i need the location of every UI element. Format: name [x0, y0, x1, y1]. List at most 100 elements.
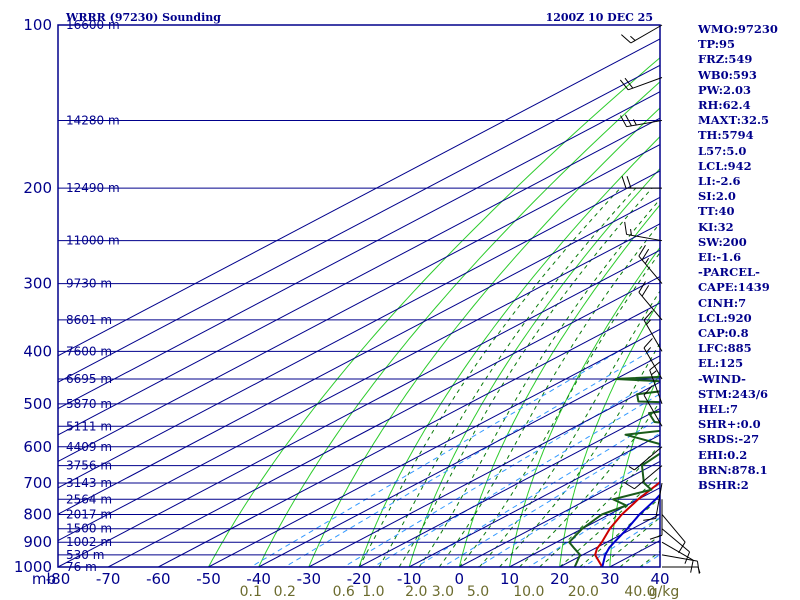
wind-barb-staff: [643, 347, 663, 380]
wind-barb-staff: [661, 554, 698, 562]
mixing-ratio-tick-label: 2.0: [405, 584, 427, 600]
index-item: SRDS:-27: [698, 432, 760, 447]
plot-frame: [57, 24, 661, 568]
height-tick-label: 6695 m: [66, 372, 112, 386]
pressure-tick-label: 700: [23, 474, 52, 492]
index-item: WB0:593: [698, 67, 757, 82]
height-tick-label: 9730 m: [66, 277, 112, 291]
mixing-ratio-tick-label: 1.0: [362, 584, 384, 600]
isotherm-line: [408, 434, 660, 567]
mixing-ratio-line: [582, 516, 660, 567]
height-tick-label: 12490 m: [66, 181, 120, 195]
wind-barbs: [619, 24, 701, 574]
wind-barb-feather: [643, 338, 653, 349]
temperature-tick-label: -80: [46, 570, 71, 588]
wind-barb-feather: [638, 281, 646, 293]
wind-barb-staff: [638, 291, 663, 321]
wind-barb-staff: [628, 77, 663, 91]
index-item: MAXT:32.5: [698, 113, 769, 128]
height-tick-label: 2564 m: [66, 492, 112, 506]
isotherm-line: [58, 196, 660, 515]
index-item: TT:40: [698, 204, 735, 219]
wind-barb-feather: [626, 176, 632, 189]
height-tick-label: 16600 m: [66, 18, 120, 32]
height-tick-label: 7600 m: [66, 344, 112, 358]
index-item: KI:32: [698, 219, 734, 234]
index-item: SHR+:0.0: [698, 417, 761, 432]
temperature-tick-label: 30: [600, 570, 619, 588]
wind-barb-feather: [696, 561, 700, 574]
mixing-ratio-tick-label: 5.0: [467, 584, 489, 600]
wind-barb: [643, 310, 663, 352]
wind-barb-half-feather: [646, 347, 652, 353]
height-tick-label: 76 m: [66, 560, 97, 574]
moist-adiabat-line: [438, 222, 660, 567]
wind-barb: [661, 514, 686, 554]
temperature-tick-label: -70: [96, 570, 121, 588]
wind-barb: [638, 244, 663, 284]
mixing-ratio-line: [342, 376, 660, 567]
wind-barb-feather: [643, 310, 653, 321]
height-tick-label: 1500 m: [66, 522, 112, 536]
index-item: LCL:942: [698, 158, 752, 173]
dry-adiabat-line: [508, 246, 660, 567]
isotherm-line: [158, 302, 660, 567]
index-item: STM:243/6: [698, 386, 769, 401]
height-tick-label: 8601 m: [66, 313, 112, 327]
temperature-tick-label: -20: [347, 570, 372, 588]
wind-barb: [649, 499, 663, 540]
temperature-tick-label: -40: [246, 570, 271, 588]
isotherm-line: [58, 117, 660, 436]
index-item: CAPE:1439: [698, 280, 770, 295]
index-item: BRN:878.1: [698, 462, 768, 477]
mixing-ratio-tick-label: 0.1: [240, 584, 262, 600]
height-tick-label: 5111 m: [66, 419, 112, 433]
isotherm-line: [58, 143, 660, 462]
wind-barb: [643, 482, 663, 521]
pressure-tick-label: 800: [23, 505, 52, 523]
wind-barb-half-feather: [632, 119, 637, 126]
height-tick-label: 4409 m: [66, 440, 112, 454]
chart-title: WRRR (97230) Sounding: [65, 11, 221, 24]
mixing-ratio-line: [441, 432, 660, 567]
wind-barb: [661, 528, 691, 564]
wind-barb-feather: [649, 534, 663, 540]
wind-barb-feather: [621, 176, 627, 189]
wind-barb: [638, 281, 663, 321]
wind-barb-staff: [655, 482, 663, 519]
isotherm-line: [58, 223, 660, 542]
index-item: SW:200: [698, 234, 747, 249]
wind-barb-feather: [624, 221, 628, 235]
mixing-ratio-line: [477, 453, 660, 567]
index-item: EHI:0.2: [698, 447, 748, 462]
index-item: CINH:7: [698, 295, 747, 310]
wind-barb-staff: [661, 514, 686, 543]
isotherm-line: [208, 328, 660, 567]
wind-barb-half-feather: [644, 258, 650, 264]
wind-barb-feather: [690, 560, 694, 573]
wind-barb-staff: [630, 24, 663, 44]
isotherm-line: [58, 91, 660, 410]
height-tick-label: 1002 m: [66, 535, 112, 549]
pressure-tick-label: 900: [23, 533, 52, 551]
wind-barb: [628, 446, 663, 471]
pressure-unit-label: mb: [32, 570, 56, 588]
mixing-ratio-line: [415, 417, 660, 567]
index-item: LFC:885: [698, 341, 752, 356]
wind-barb-staff: [634, 446, 663, 471]
wind-barb-staff: [643, 394, 663, 427]
height-tick-label: 3143 m: [66, 476, 112, 490]
chart-valid-time: 1200Z 10 DEC 25: [546, 11, 653, 24]
mixing-ratio-tick-label: 20.0: [568, 584, 599, 600]
height-tick-label: 5870 m: [66, 397, 112, 411]
isotherm-line: [58, 38, 660, 357]
wind-barb-feather: [641, 248, 650, 261]
mixing-ratio-tick-label: 40.0: [624, 584, 655, 600]
index-item: WMO:97230: [698, 22, 778, 36]
wind-barb: [624, 221, 663, 242]
pressure-tick-label: 500: [23, 395, 52, 413]
pressure-tick-label: 600: [23, 438, 52, 456]
index-item: BSHR:2: [698, 478, 749, 493]
height-tick-label: 530 m: [66, 548, 104, 562]
